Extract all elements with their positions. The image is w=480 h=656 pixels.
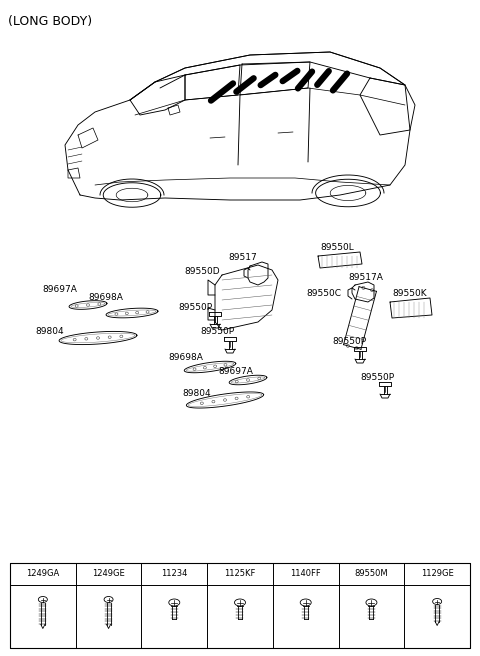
Ellipse shape — [104, 596, 113, 602]
Text: 1140FF: 1140FF — [290, 569, 321, 579]
Text: 1249GA: 1249GA — [26, 569, 60, 579]
Text: 89550P: 89550P — [200, 327, 234, 337]
Text: 89550D: 89550D — [184, 268, 220, 276]
Text: 89550P: 89550P — [178, 302, 212, 312]
Text: 89804: 89804 — [182, 388, 211, 398]
Text: 89550M: 89550M — [355, 569, 388, 579]
Ellipse shape — [169, 599, 180, 606]
Text: 89550C: 89550C — [306, 289, 341, 298]
Text: 89550L: 89550L — [320, 243, 354, 253]
Text: 11234: 11234 — [161, 569, 188, 579]
Text: 89804: 89804 — [35, 327, 64, 337]
Ellipse shape — [38, 596, 48, 602]
Text: 89550P: 89550P — [332, 337, 366, 346]
Text: 89517: 89517 — [228, 253, 257, 262]
Text: 89550P: 89550P — [360, 373, 394, 382]
Text: 1249GE: 1249GE — [92, 569, 125, 579]
Text: 89698A: 89698A — [168, 354, 203, 363]
Ellipse shape — [432, 598, 442, 604]
Text: 1129GE: 1129GE — [421, 569, 454, 579]
Text: 89697A: 89697A — [42, 285, 77, 295]
Text: (LONG BODY): (LONG BODY) — [8, 15, 92, 28]
Text: 1125KF: 1125KF — [224, 569, 256, 579]
Ellipse shape — [235, 599, 245, 606]
Text: 89697A: 89697A — [218, 367, 253, 377]
Ellipse shape — [300, 599, 311, 606]
Text: 89517A: 89517A — [348, 274, 383, 283]
Bar — [10, 563, 470, 648]
Text: 89550K: 89550K — [392, 289, 427, 298]
Ellipse shape — [366, 599, 377, 606]
Text: 89698A: 89698A — [88, 293, 123, 302]
